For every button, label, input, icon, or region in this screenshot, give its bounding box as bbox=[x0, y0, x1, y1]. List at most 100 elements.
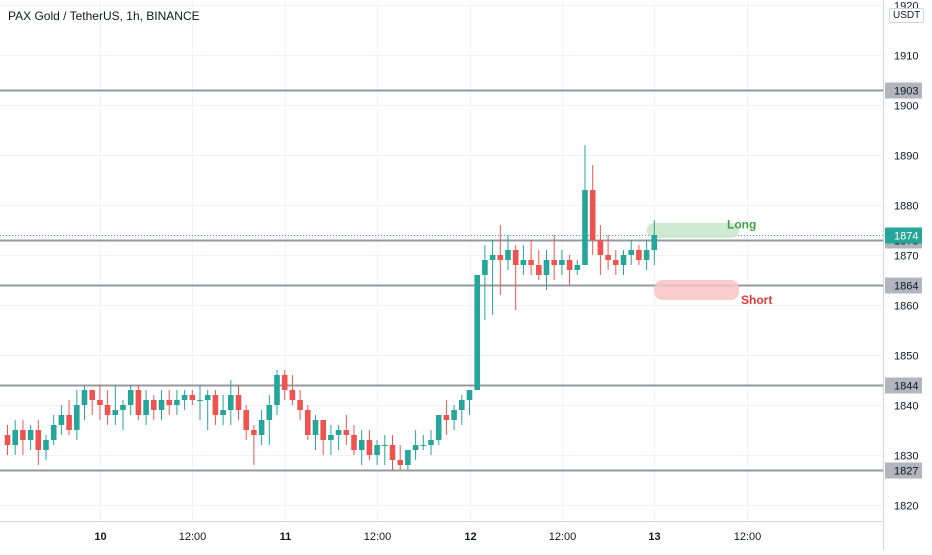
candle-body bbox=[4, 435, 11, 445]
candle-down bbox=[512, 245, 519, 310]
price-axis[interactable]: 1820 1830 1840 1850 1860 1870 1880 1890 1900 1910… bbox=[885, 1, 922, 513]
y-tick-label: 1900 bbox=[894, 101, 918, 113]
candle-up bbox=[274, 370, 280, 415]
candle-up bbox=[143, 390, 149, 425]
candle-up bbox=[312, 415, 319, 450]
candle-down bbox=[397, 445, 403, 470]
level-badge-label: 1864 bbox=[894, 281, 918, 293]
candle-up bbox=[374, 440, 380, 465]
candle-body bbox=[50, 425, 57, 440]
candle-up bbox=[505, 235, 511, 270]
candle-body bbox=[204, 395, 211, 400]
candle-body bbox=[651, 235, 658, 250]
candle-up bbox=[582, 145, 588, 265]
candle-up bbox=[459, 395, 465, 425]
candle-up bbox=[43, 435, 49, 460]
candle-up bbox=[435, 415, 442, 445]
candle-down bbox=[551, 235, 557, 280]
candle-body bbox=[235, 395, 242, 410]
currency-unit-button[interactable]: USDT bbox=[889, 8, 925, 23]
candle-body bbox=[466, 390, 473, 400]
candle-body bbox=[582, 190, 588, 265]
candle-up bbox=[428, 430, 434, 455]
candle-body bbox=[158, 400, 165, 410]
candle-down bbox=[497, 225, 504, 295]
x-tick-label: 11 bbox=[280, 531, 292, 543]
x-tick-label: 13 bbox=[648, 531, 660, 543]
candle-body bbox=[35, 430, 42, 450]
candle-up bbox=[197, 385, 203, 420]
level-badge bbox=[885, 377, 922, 394]
candle-body bbox=[366, 440, 373, 455]
candle-down bbox=[97, 385, 103, 420]
candle-body bbox=[143, 400, 149, 415]
candle-body bbox=[112, 410, 119, 415]
candle-down bbox=[389, 435, 396, 470]
candle-up bbox=[643, 240, 650, 270]
level-badge-label: 1844 bbox=[894, 381, 918, 393]
candle-up bbox=[412, 430, 419, 460]
candle-body bbox=[151, 400, 157, 410]
candle-up bbox=[543, 250, 550, 290]
candle-up bbox=[559, 250, 565, 275]
candle-up bbox=[420, 435, 427, 450]
candle-body bbox=[551, 260, 557, 265]
candle-body bbox=[305, 410, 311, 435]
candle-up bbox=[81, 385, 88, 420]
candle-down bbox=[166, 390, 172, 415]
candle-up bbox=[58, 405, 65, 435]
candle-up bbox=[628, 240, 634, 265]
candle-body bbox=[266, 405, 273, 420]
candle-body bbox=[443, 415, 450, 420]
candle-up bbox=[520, 245, 527, 275]
candle-body bbox=[97, 400, 103, 405]
candle-up bbox=[74, 390, 80, 440]
candle-body bbox=[120, 405, 126, 410]
y-tick-label: 1910 bbox=[894, 51, 918, 63]
candle-down bbox=[636, 245, 642, 265]
candle-body bbox=[351, 435, 357, 450]
x-tick-label: 12:00 bbox=[734, 531, 762, 543]
candle-up bbox=[466, 390, 473, 415]
candle-down bbox=[297, 390, 303, 420]
candle-body bbox=[489, 255, 496, 260]
candle-body bbox=[613, 260, 619, 265]
long-label: Long bbox=[727, 218, 756, 232]
candle-up bbox=[358, 430, 365, 465]
y-tick-label: 1850 bbox=[894, 351, 918, 363]
level-badge-label: 1827 bbox=[894, 466, 918, 478]
candle-body bbox=[505, 250, 511, 260]
y-tick-label: 1840 bbox=[894, 401, 918, 413]
candle-body bbox=[197, 400, 203, 401]
candle-up bbox=[181, 390, 188, 410]
candle-body bbox=[636, 250, 642, 260]
candle-down bbox=[4, 425, 11, 455]
candle-body bbox=[382, 445, 388, 446]
time-axis[interactable]: 10 12:00 11 12:00 12 12:00 13 12:00 bbox=[94, 531, 761, 543]
candle-body bbox=[66, 415, 72, 430]
candle-down bbox=[536, 250, 542, 280]
candle-body bbox=[297, 400, 303, 410]
candle-up bbox=[482, 245, 488, 320]
y-tick-label: 1890 bbox=[894, 151, 918, 163]
candle-body bbox=[474, 275, 480, 390]
candle-down bbox=[320, 420, 326, 455]
last-price-label: 1874 bbox=[894, 231, 918, 243]
candle-up bbox=[335, 425, 342, 450]
candle-down bbox=[135, 385, 142, 420]
candle-up bbox=[620, 250, 627, 275]
candle-body bbox=[536, 265, 542, 275]
candle-body bbox=[566, 260, 573, 270]
candle-body bbox=[520, 260, 527, 265]
candle-down bbox=[343, 415, 350, 445]
candle-body bbox=[258, 420, 265, 435]
candle-down bbox=[443, 400, 450, 435]
candle-down bbox=[66, 400, 72, 435]
candle-down bbox=[305, 405, 311, 440]
candles bbox=[4, 145, 658, 470]
candle-down bbox=[566, 255, 573, 285]
candle-body bbox=[320, 420, 326, 440]
candle-down bbox=[366, 430, 373, 460]
chart-title: PAX Gold / TetherUS, 1h, BINANCE bbox=[8, 9, 200, 23]
candle-up bbox=[204, 390, 211, 430]
